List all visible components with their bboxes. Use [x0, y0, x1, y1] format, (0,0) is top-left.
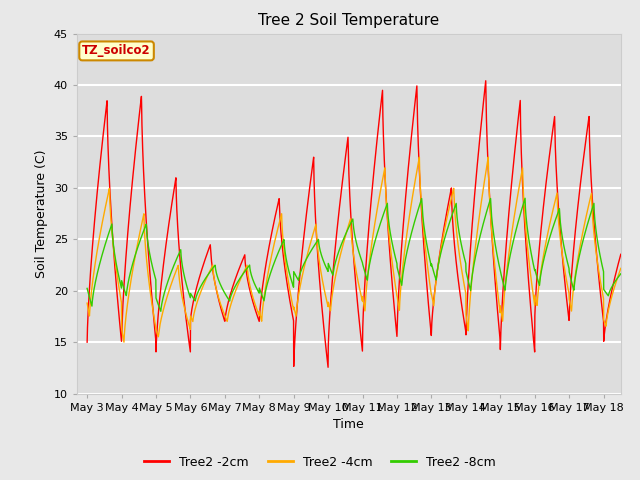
X-axis label: Time: Time	[333, 418, 364, 431]
Y-axis label: Soil Temperature (C): Soil Temperature (C)	[35, 149, 48, 278]
Title: Tree 2 Soil Temperature: Tree 2 Soil Temperature	[258, 13, 440, 28]
Legend: Tree2 -2cm, Tree2 -4cm, Tree2 -8cm: Tree2 -2cm, Tree2 -4cm, Tree2 -8cm	[140, 451, 500, 474]
Text: TZ_soilco2: TZ_soilco2	[82, 44, 151, 58]
